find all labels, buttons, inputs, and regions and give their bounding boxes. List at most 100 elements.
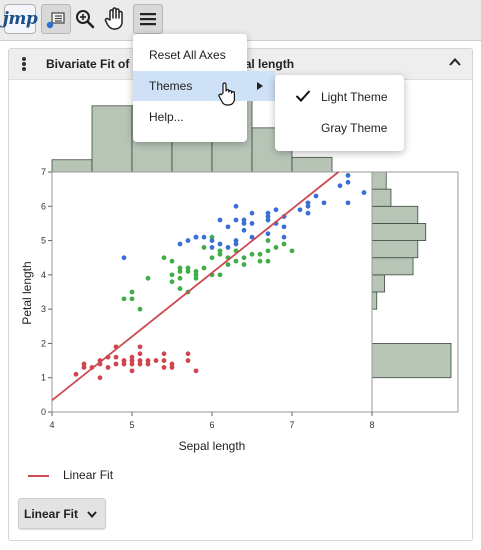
scatter-point [241,221,247,226]
scatter-point [145,358,151,363]
scatter-point [225,224,231,230]
scatter-point [233,241,239,247]
chevron-down-icon [87,511,97,519]
chevron-up-icon[interactable] [448,55,462,69]
x-histogram-bar [51,159,93,173]
scatter-point [337,183,343,189]
main-menu-button[interactable] [133,4,163,34]
scatter-point [121,296,127,302]
legend-label: Linear Fit [63,468,114,482]
menu-item-gray-theme[interactable]: Gray Theme [321,121,388,135]
y-histogram-bar [371,240,419,259]
scatter-point [345,179,351,185]
x-tick-label: 7 [289,420,294,430]
scatter-point [129,368,135,374]
scatter-point [177,269,183,274]
checkmark-icon [295,90,311,102]
x-axis-label: Sepal length [179,439,246,453]
x-tick-label: 5 [129,420,134,430]
scatter-point [345,200,351,206]
scatter-point [361,190,367,195]
jmp-logo-button[interactable]: jmp [3,4,38,34]
y-histogram [371,171,452,379]
scatter-point [169,258,175,264]
scatter-point [129,289,135,295]
y-histogram-bar [371,343,452,379]
scatter-point [137,361,143,367]
linear-fit-button[interactable]: Linear Fit [18,498,106,529]
scatter-point [217,248,223,254]
scatter-point [161,358,167,363]
scatter-point [305,200,311,206]
scatter-point [169,365,175,370]
scatter-point [217,251,223,257]
scatter-point [265,231,271,237]
scatter-point [137,306,143,312]
linear-fit-line [51,171,340,402]
scatter-point [121,358,127,363]
scatter-point [129,354,135,360]
scatter-point [201,245,207,250]
fit-line-group [51,171,340,402]
scatter-point [249,234,255,240]
y-histogram-bar [371,171,387,190]
pan-button[interactable] [100,4,130,34]
scatter-point [209,255,215,261]
scatter-point [169,272,175,278]
y-histogram-bar [371,274,386,293]
scatter-point [257,251,263,257]
kebab-menu-icon[interactable] [19,56,29,72]
scatter-point [81,361,87,367]
y-histogram-bar [371,291,378,310]
scatter-point [193,368,199,374]
scatter-point [233,217,239,223]
scatter-point [121,361,127,367]
scatter-point [105,365,111,370]
scatter-point [249,210,255,216]
scatter-point [113,354,119,360]
scatter-point [265,248,271,254]
scatter-point [217,241,223,247]
y-tick-label: 4 [41,270,46,280]
scatter-point [193,234,199,240]
y-axis: 0 1 2 3 4 5 6 7 [41,167,52,417]
menu-item-help[interactable]: Help... [149,110,184,124]
scatter-point [233,238,239,243]
scatter-point [321,200,327,206]
menu-item-reset-all-axes[interactable]: Reset All Axes [149,48,226,62]
scatter-point [121,255,127,261]
y-histogram-frame [371,171,459,413]
scatter-point [129,358,135,363]
scatter-point [265,258,271,264]
scatter-point [177,241,183,247]
selection-cursor-button[interactable] [41,4,71,34]
scatter-point [281,241,287,247]
scatter-point [177,265,183,271]
plot-frame[interactable] [51,171,373,413]
scatter-point [185,238,191,243]
scatter-point [153,358,159,363]
legend-swatch [28,475,49,477]
scatter-point [129,361,135,367]
main-menu: Reset All Axes Themes Help... [133,34,262,142]
hand-pan-icon [104,7,123,30]
scatter-point [241,227,247,233]
scatter-point [201,234,207,240]
scatter-point [137,351,143,357]
scatter-point [185,351,191,357]
zoom-button[interactable] [70,4,100,34]
y-tick-label: 6 [41,201,46,211]
scatter-point [169,279,175,285]
scatter-point [209,238,215,243]
scatter-point [265,238,271,243]
scatter-point [249,221,255,226]
scatter-point [73,371,79,377]
scatter-point [137,344,143,350]
x-axis: 4 5 6 7 8 [49,412,375,430]
scatter-point [241,217,247,223]
menu-item-light-theme[interactable]: Light Theme [275,82,404,112]
themes-submenu: Light Theme Gray Theme [275,75,404,151]
scatter-point [161,255,167,261]
scatter-point [305,210,311,216]
